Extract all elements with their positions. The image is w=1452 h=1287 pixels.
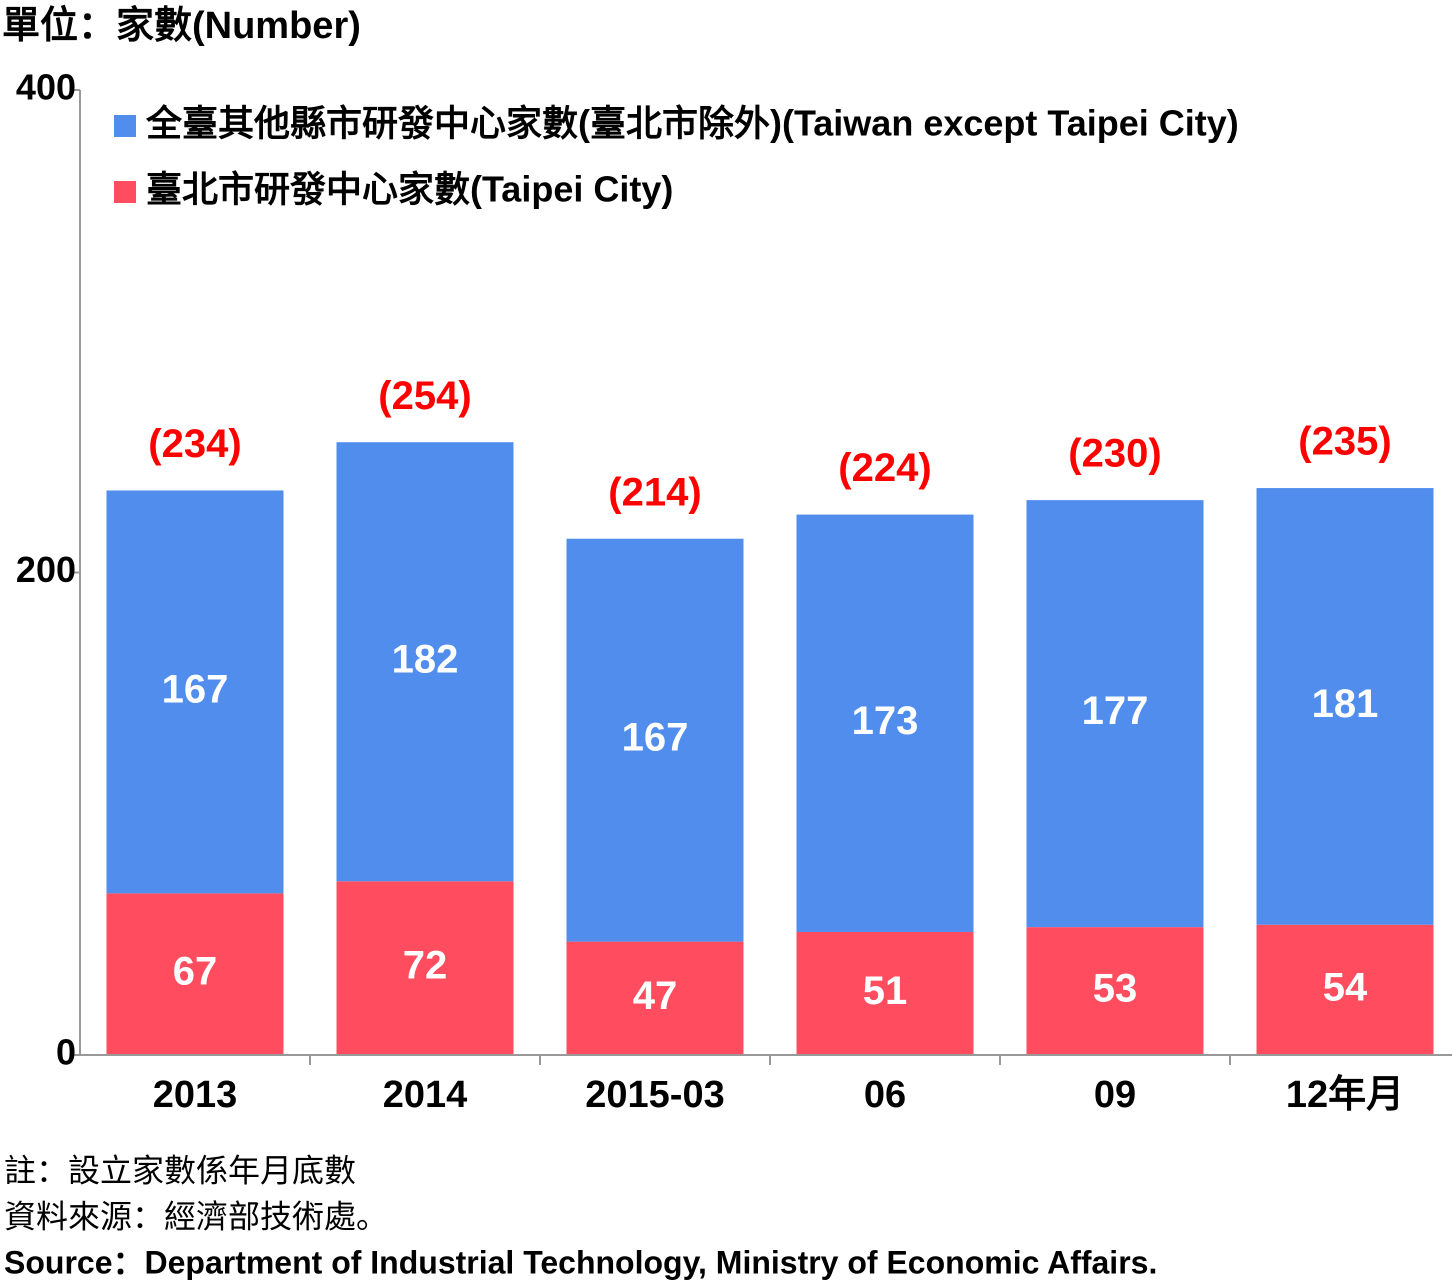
value-label: 53	[1093, 967, 1138, 1011]
bar-segment	[566, 941, 744, 1055]
bar-segment	[796, 514, 974, 932]
total-label: (214)	[608, 470, 701, 514]
bar-segment	[796, 931, 974, 1055]
x-tick-label: 2015-03	[585, 1074, 724, 1116]
total-label: (234)	[148, 422, 241, 466]
legend-swatch	[114, 181, 136, 203]
total-label: (254)	[378, 374, 471, 418]
bar-segment	[1026, 927, 1204, 1055]
value-label: 67	[173, 950, 218, 994]
source-note: 資料來源：經濟部技術處。	[4, 1198, 388, 1234]
note: 註：設立家數係年月底數	[4, 1152, 356, 1188]
value-label: 182	[392, 637, 459, 681]
value-label: 47	[633, 974, 678, 1018]
x-tick-label: 06	[864, 1074, 906, 1116]
value-label: 167	[162, 667, 229, 711]
unit-label: 單位：家數(Number)	[2, 5, 361, 47]
value-label: 177	[1082, 689, 1149, 733]
total-label: (224)	[838, 446, 931, 490]
x-tick-label: 2014	[383, 1074, 468, 1116]
x-tick-label: 09	[1094, 1074, 1136, 1116]
bar-segment	[106, 893, 284, 1055]
bar-segment	[1026, 500, 1204, 928]
y-tick-label: 200	[16, 549, 76, 590]
y-tick-label: 400	[16, 67, 76, 108]
bar-segment	[336, 881, 514, 1055]
legend-label: 臺北市研發中心家數(Taipei City)	[146, 169, 673, 210]
source-note: Source：Department of Industrial Technolo…	[4, 1244, 1157, 1280]
legend-swatch	[114, 115, 136, 137]
bar-segment	[106, 490, 284, 894]
value-label: 54	[1323, 965, 1368, 1009]
value-label: 51	[863, 969, 908, 1013]
value-label: 167	[622, 716, 689, 760]
value-label: 173	[852, 699, 919, 743]
bar-segment	[336, 442, 514, 882]
y-tick-label: 0	[56, 1032, 76, 1073]
bar-segment	[1256, 924, 1434, 1055]
legend-label: 全臺其他縣市研發中心家數(臺北市除外)(Taiwan except Taipei…	[145, 103, 1239, 144]
value-label: 72	[403, 944, 448, 988]
total-label: (230)	[1068, 432, 1161, 476]
value-label: 181	[1312, 682, 1379, 726]
bar-segment	[1256, 488, 1434, 925]
x-tick-label: 12年月	[1286, 1074, 1404, 1116]
bar-segment	[566, 538, 744, 942]
total-label: (235)	[1298, 420, 1391, 464]
x-tick-label: 2013	[153, 1074, 238, 1116]
